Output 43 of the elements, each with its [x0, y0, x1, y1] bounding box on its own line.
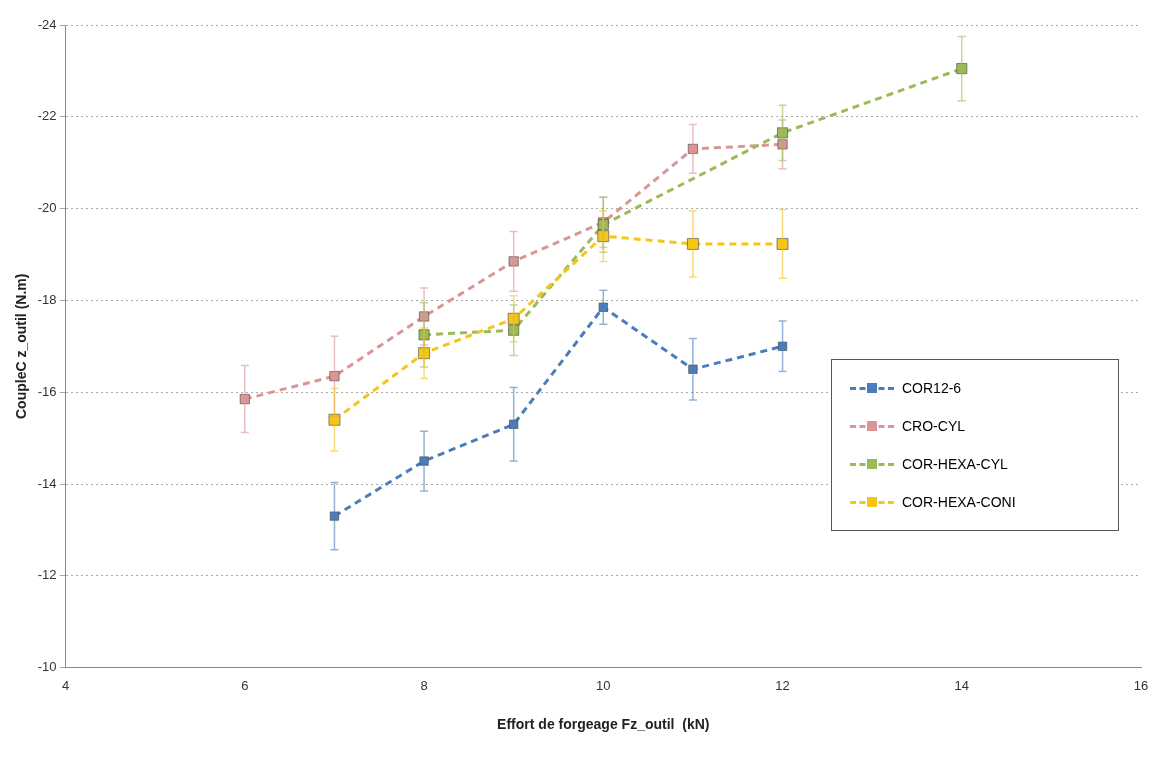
point — [687, 238, 699, 250]
legend-label: COR-HEXA-CONI — [902, 494, 1016, 511]
point — [598, 302, 608, 312]
y-tick-label: -12 — [37, 567, 57, 583]
point — [597, 230, 610, 242]
x-tick-label: 16 — [1133, 677, 1149, 693]
x-tick-label: 4 — [61, 677, 70, 693]
y-tick-label: -16 — [37, 383, 57, 399]
point — [777, 127, 788, 139]
point — [419, 311, 430, 322]
y-tick-label: -24 — [37, 16, 57, 32]
x-tick-label: 12 — [775, 677, 790, 693]
point — [418, 347, 430, 359]
y-axis-title: CoupleC z_outil (N.m) — [13, 273, 30, 420]
legend-label: COR-HEXA-CYL — [902, 456, 1008, 473]
point — [956, 63, 968, 74]
x-tick-label: 8 — [420, 677, 428, 693]
point — [329, 511, 339, 521]
y-tick-label: -10 — [37, 659, 57, 675]
x-tick-label: 14 — [954, 677, 969, 693]
point — [509, 419, 519, 429]
y-tick-label: -14 — [37, 475, 57, 491]
point — [418, 329, 430, 341]
point — [776, 238, 789, 250]
point — [329, 371, 340, 382]
point — [328, 413, 341, 426]
x-axis-title: Effort de forgeage Fz_outil (kN) — [497, 716, 710, 733]
x-tick-label: 10 — [596, 677, 611, 693]
point — [419, 456, 429, 466]
legend-label: COR12-6 — [902, 380, 962, 397]
y-tick-label: -20 — [37, 200, 57, 216]
point — [239, 394, 250, 405]
point — [777, 139, 788, 150]
legend-label: CRO-CYL — [902, 418, 966, 435]
point — [508, 256, 519, 267]
point — [777, 341, 788, 351]
x-tick-label: 6 — [241, 677, 249, 693]
point — [508, 324, 520, 336]
y-tick-label: -22 — [37, 108, 57, 124]
point — [507, 312, 520, 325]
point — [688, 364, 698, 374]
point — [687, 143, 698, 154]
y-tick-label: -18 — [37, 291, 57, 307]
